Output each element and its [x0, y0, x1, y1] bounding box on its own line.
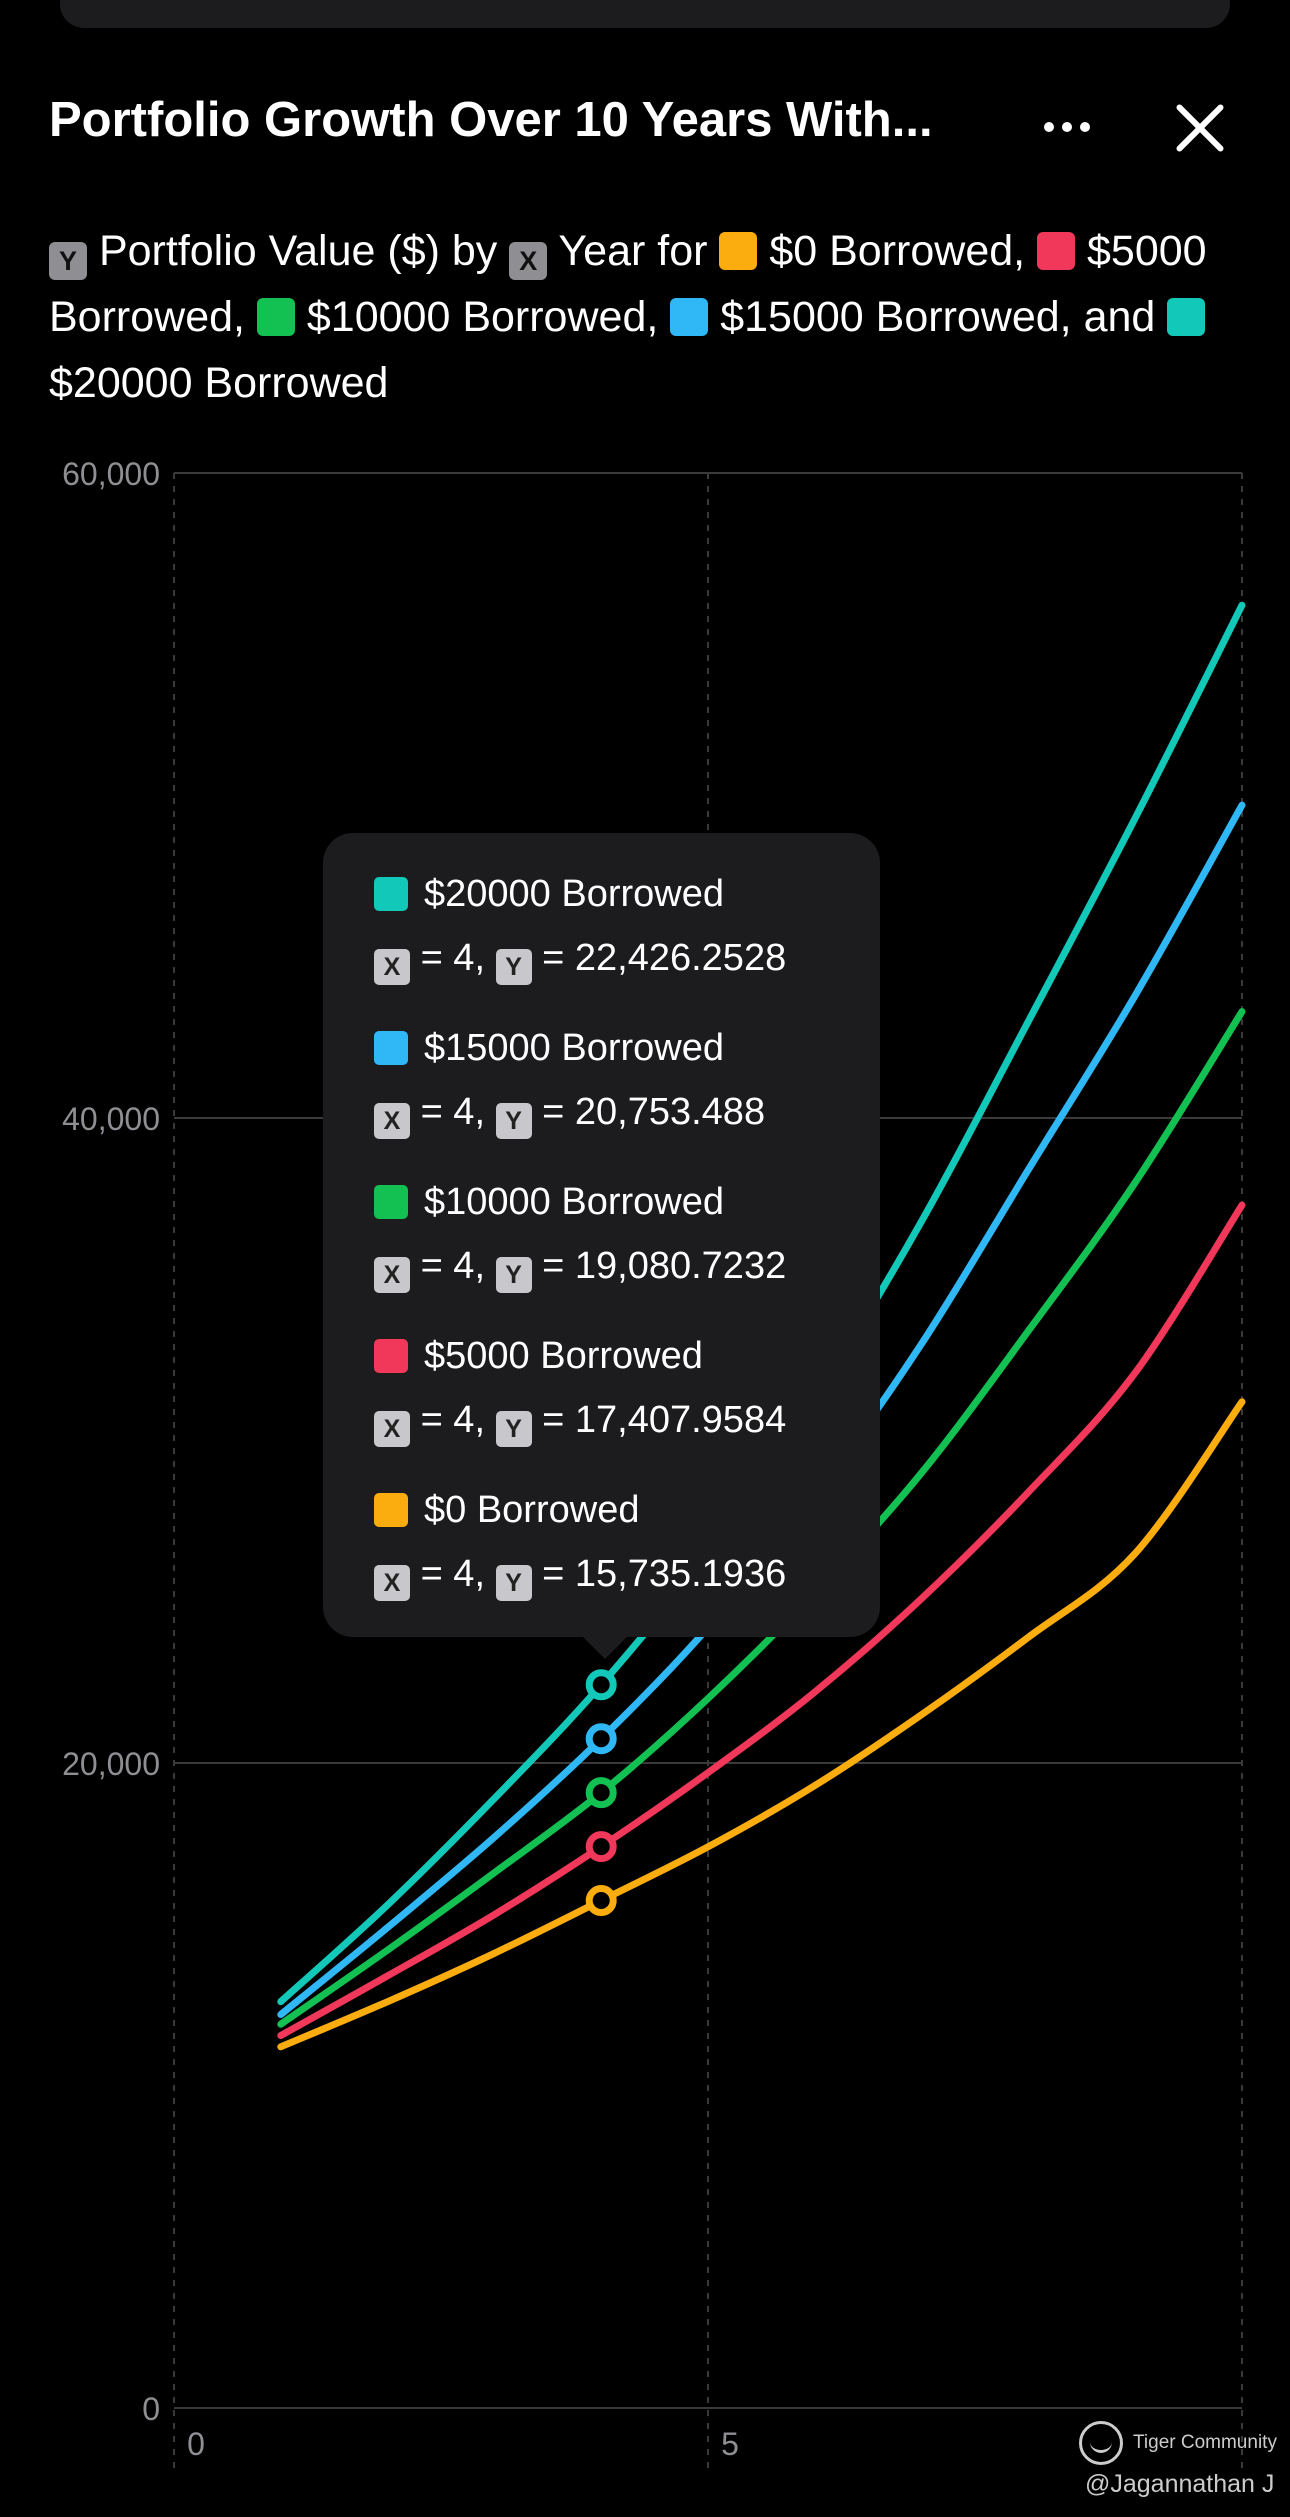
- tooltip-entry: $20000 Borrowed X = 4, Y = 22,426.2528: [374, 868, 787, 985]
- data-tooltip: $20000 Borrowed X = 4, Y = 22,426.2528 $…: [323, 833, 880, 1659]
- tooltip-swatch: [374, 1031, 408, 1065]
- highlight-point-1: [585, 1831, 617, 1863]
- x-badge: X: [374, 1411, 410, 1447]
- tooltip-x-value: = 4,: [420, 1399, 486, 1441]
- y-tick-label: 0: [142, 2391, 160, 2427]
- subtitle-x-text: Year for: [558, 227, 708, 275]
- series-line-0: [277, 1398, 1246, 2051]
- x-badge: X: [374, 949, 410, 985]
- page-title: Portfolio Growth Over 10 Years With...: [49, 93, 933, 147]
- legend-swatch-0: [719, 232, 758, 270]
- highlight-point-2: [585, 1777, 617, 1809]
- legend-swatch-15000: [670, 298, 709, 336]
- y-badge: Y: [495, 1257, 532, 1293]
- x-tick-label: 5: [721, 2426, 739, 2462]
- highlight-point-3: [585, 1723, 617, 1755]
- y-badge: Y: [495, 1565, 532, 1601]
- series-line-1: [277, 1201, 1246, 2040]
- legend-label-0: $0 Borrowed,: [769, 227, 1026, 275]
- tooltip-swatch: [374, 1185, 408, 1219]
- tooltip-x-value: = 4,: [420, 1553, 486, 1595]
- tooltip-y-value: = 19,080.7232: [542, 1245, 787, 1287]
- tooltip-series-name: $15000 Borrowed: [424, 1027, 724, 1069]
- tooltip-series-name: $20000 Borrowed: [424, 873, 724, 915]
- tooltip-entry: $10000 Borrowed X = 4, Y = 19,080.7232: [374, 1176, 787, 1293]
- y-tick-label: 40,000: [62, 1101, 160, 1137]
- tooltip-swatch: [374, 1493, 408, 1527]
- chart-subtitle: Y Portfolio Value ($) by X Year for $0 B…: [49, 218, 1249, 416]
- legend-swatch-5000: [1037, 232, 1076, 270]
- y-badge: Y: [495, 1103, 532, 1139]
- x-badge: X: [374, 1103, 410, 1139]
- y-tick-label: 20,000: [62, 1746, 160, 1782]
- legend-label-20000: $20000 Borrowed: [49, 359, 389, 407]
- tooltip-entry: $0 Borrowed X = 4, Y = 15,735.1936: [374, 1484, 787, 1601]
- tooltip-series-name: $10000 Borrowed: [424, 1181, 724, 1223]
- watermark-handle: @Jagannathan J: [1085, 2470, 1275, 2498]
- tooltip-swatch: [374, 1339, 408, 1373]
- y-badge: Y: [495, 949, 532, 985]
- tooltip-series-name: $0 Borrowed: [424, 1489, 640, 1531]
- legend-swatch-10000: [256, 298, 295, 336]
- tooltip-y-value: = 17,407.9584: [542, 1399, 787, 1441]
- tooltip-y-value: = 22,426.2528: [542, 937, 787, 979]
- y-tick-label: 60,000: [62, 456, 160, 492]
- x-tick-label: 0: [187, 2426, 205, 2462]
- tooltip-x-value: = 4,: [420, 1245, 486, 1287]
- more-options-button[interactable]: [1032, 97, 1102, 157]
- tooltip-y-value: = 15,735.1936: [542, 1553, 787, 1595]
- x-axis-badge: X: [509, 242, 548, 280]
- ellipsis-icon: [1044, 122, 1054, 132]
- tooltip-entry: $5000 Borrowed X = 4, Y = 17,407.9584: [374, 1330, 787, 1447]
- legend-label-5000: $5000 Borrowed,: [49, 227, 1207, 341]
- tooltip-entry: $15000 Borrowed X = 4, Y = 20,753.488: [374, 1022, 766, 1139]
- legend-swatch-20000: [1167, 298, 1206, 336]
- tooltip-series-name: $5000 Borrowed: [424, 1335, 703, 1377]
- legend-label-10000: $10000 Borrowed,: [306, 293, 659, 341]
- x-badge: X: [374, 1257, 410, 1293]
- tooltip-swatch: [374, 877, 408, 911]
- highlight-point-4: [585, 1669, 617, 1701]
- watermark-brand: Tiger Community: [1133, 2432, 1277, 2453]
- y-badge: Y: [495, 1411, 532, 1447]
- subtitle-y-text: Portfolio Value ($) by: [98, 227, 498, 275]
- tiger-logo-icon: [1079, 2421, 1123, 2465]
- tooltip-x-value: = 4,: [420, 937, 486, 979]
- tooltip-y-value: = 20,753.488: [542, 1091, 766, 1133]
- x-badge: X: [374, 1565, 410, 1601]
- highlight-point-0: [585, 1885, 617, 1917]
- tooltip-x-value: = 4,: [420, 1091, 486, 1133]
- legend-label-15000: $15000 Borrowed, and: [720, 293, 1156, 341]
- y-axis-badge: Y: [49, 242, 87, 280]
- sheet-grabber[interactable]: [60, 0, 1230, 28]
